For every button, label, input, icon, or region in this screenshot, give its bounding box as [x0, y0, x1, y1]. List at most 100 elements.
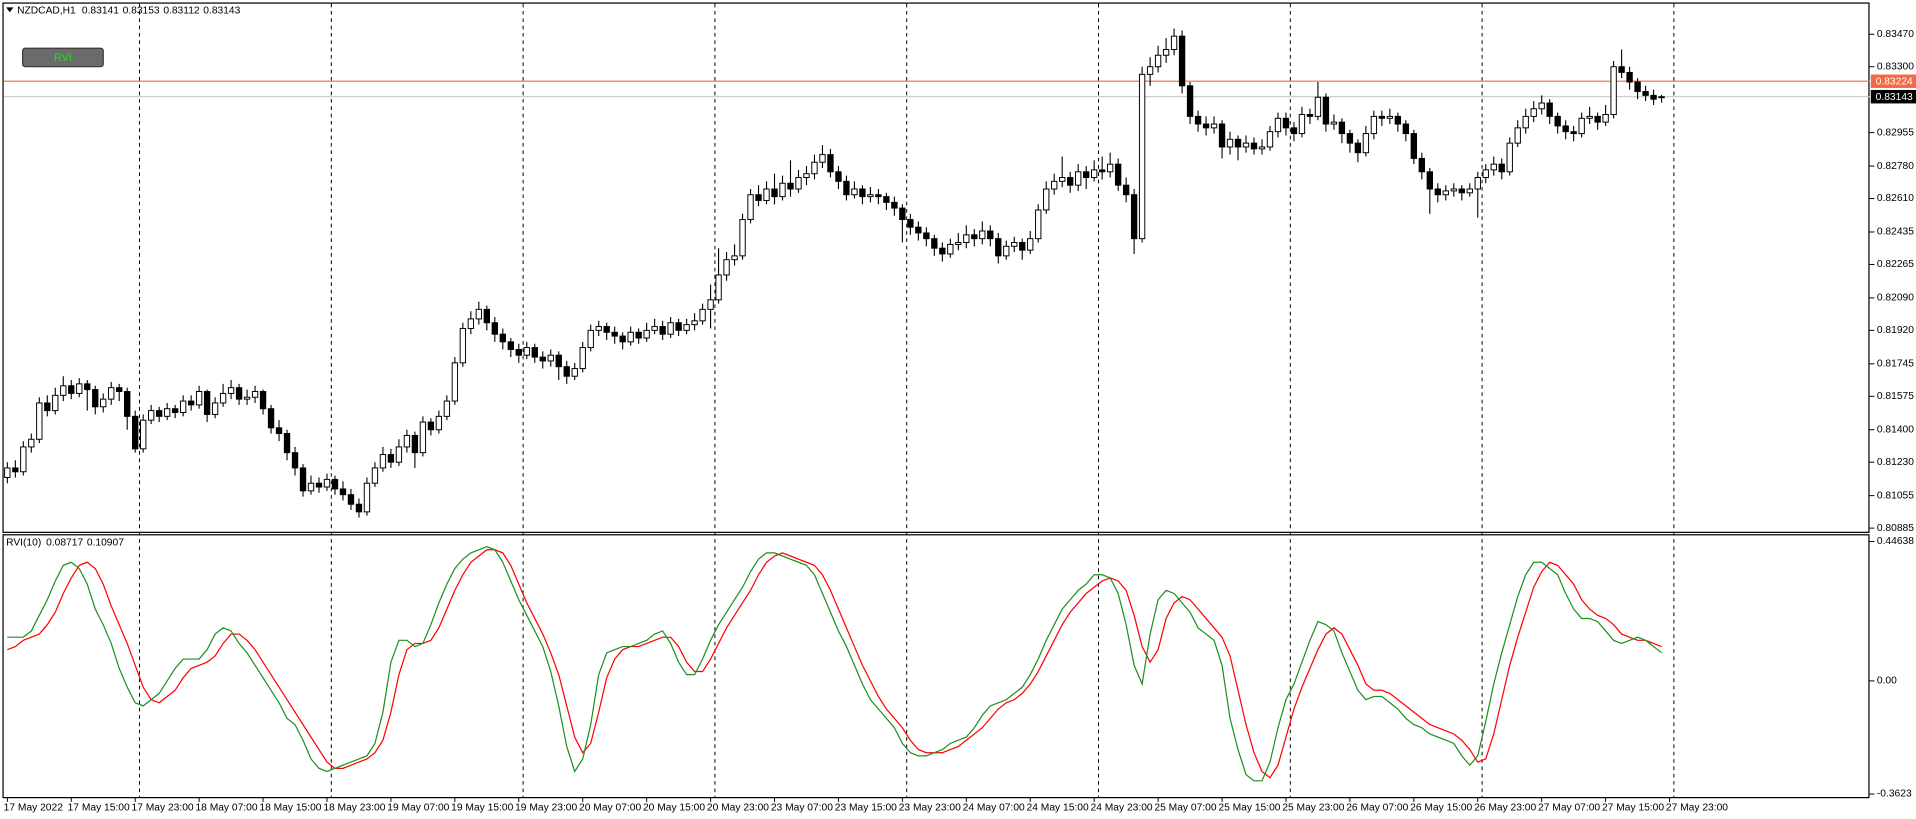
candle-body: [971, 234, 978, 240]
candle-body: [403, 434, 411, 448]
x-tick-label: 18 May 23:00: [323, 803, 385, 814]
candle-body: [291, 452, 299, 469]
y-tick-label: 0.83300: [1877, 61, 1914, 72]
candle-body: [1051, 180, 1058, 190]
candle-body: [467, 318, 475, 329]
candle-body: [1410, 133, 1418, 159]
y-tick-label: 0.81400: [1877, 424, 1914, 435]
candle-body: [1506, 142, 1513, 173]
candle-body: [1450, 188, 1457, 192]
candle-body: [307, 482, 315, 492]
x-tick-label: 25 May 23:00: [1282, 803, 1344, 814]
rvi-title: RVI(10): [6, 537, 41, 548]
candle-body: [92, 389, 99, 408]
candle-body: [163, 408, 171, 417]
x-tick-label: 27 May 15:00: [1602, 803, 1664, 814]
candle-body: [267, 408, 275, 429]
price-label: 0.83143: [1876, 92, 1913, 103]
candle-body: [243, 396, 251, 400]
candle-body: [4, 467, 11, 478]
x-tick-label: 25 May 07:00: [1154, 803, 1216, 814]
candle-body: [1122, 184, 1130, 196]
price-header: NZDCAD,H1 0.83141 0.83153 0.83112 0.83143: [17, 5, 241, 16]
candle-body: [1634, 81, 1641, 93]
candle-body: [1578, 117, 1585, 135]
candle-body: [1642, 91, 1649, 96]
candle-body: [803, 173, 810, 179]
candle-body: [132, 415, 139, 450]
candle-body: [1019, 241, 1026, 251]
candle-body: [363, 482, 371, 513]
candle-body: [379, 454, 387, 469]
button-bg: [21, 47, 104, 68]
y-tick-label: 0.83470: [1877, 29, 1914, 40]
y-tick-label: 0.82780: [1877, 161, 1914, 172]
y-tick-label: 0.81575: [1877, 391, 1914, 402]
candle-body: [1114, 163, 1122, 186]
candle-body: [28, 438, 35, 448]
candle-body: [1067, 177, 1074, 186]
candle-body: [707, 299, 714, 310]
candle-body: [1194, 115, 1202, 125]
y-tick-label: 0.82090: [1877, 293, 1914, 304]
candle-body: [1434, 188, 1441, 196]
candle-body: [1378, 115, 1386, 119]
candle-body: [435, 415, 443, 431]
y-tick-label: 0.44638: [1877, 536, 1914, 547]
candle-body: [1226, 138, 1234, 148]
x-tick-label: 26 May 15:00: [1410, 803, 1472, 814]
candle-body: [1498, 163, 1505, 173]
candle-body: [531, 347, 538, 358]
y-tick-label: 0.00: [1877, 676, 1897, 687]
candle-body: [555, 354, 562, 368]
candle-body: [1354, 142, 1362, 154]
candle-body: [475, 308, 483, 320]
candle-body: [1306, 113, 1314, 117]
price-label-box: [1870, 89, 1916, 104]
candle-body: [443, 400, 451, 417]
x-tick-label: 25 May 15:00: [1218, 803, 1280, 814]
candle-body: [155, 410, 163, 417]
candle-body: [1418, 157, 1426, 173]
candle-body: [1106, 163, 1114, 173]
button-label[interactable]: RVI: [54, 52, 72, 64]
candle-body: [891, 201, 898, 209]
candle-body: [315, 482, 323, 488]
candle-body: [419, 421, 427, 454]
candle-body: [1170, 35, 1178, 51]
candle-body: [675, 322, 682, 331]
y-tick-label: 0.82610: [1877, 193, 1914, 204]
candle-body: [851, 188, 858, 196]
candle-body: [867, 194, 874, 198]
candle-body: [1386, 115, 1394, 119]
candle-body: [251, 391, 259, 398]
candle-body: [731, 255, 738, 261]
candle-body: [563, 366, 570, 377]
candle-body: [451, 362, 459, 402]
candle-body: [1242, 142, 1250, 148]
dropdown-arrow: [6, 7, 14, 13]
candle-body: [979, 230, 986, 240]
candle-body: [1530, 108, 1537, 117]
candle-body: [124, 391, 131, 417]
candle-body: [683, 324, 690, 331]
candle-body: [939, 247, 946, 255]
price-label: 0.83224: [1876, 77, 1913, 88]
candle-body: [1514, 127, 1521, 144]
candle-body: [1003, 245, 1010, 257]
y-tick-label: 0.80885: [1877, 523, 1914, 534]
candle-body: [459, 327, 467, 364]
candle-body: [643, 329, 650, 339]
x-tick-label: 27 May 23:00: [1666, 803, 1728, 814]
candle-body: [667, 322, 674, 335]
x-tick-label: 19 May 07:00: [387, 803, 449, 814]
rvi-button[interactable]: RVI: [21, 47, 104, 68]
candle-body: [1346, 133, 1354, 144]
candle-body: [875, 194, 882, 198]
candle-body: [68, 385, 75, 394]
candle-body: [1546, 102, 1553, 117]
rvi-main-value: 0.08717: [46, 537, 83, 548]
candle-body: [883, 196, 890, 203]
candle-body: [1650, 94, 1657, 100]
